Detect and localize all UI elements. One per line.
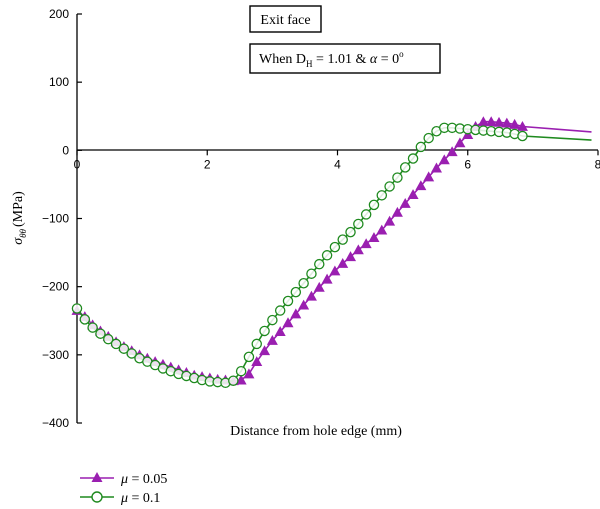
data-point-circle bbox=[126, 348, 137, 359]
data-point-triangle bbox=[516, 120, 528, 131]
data-point-circle bbox=[329, 241, 341, 253]
data-point-triangle bbox=[493, 116, 505, 127]
data-point-triangle bbox=[266, 335, 278, 345]
legend-circle-marker bbox=[91, 491, 103, 503]
data-point-circle bbox=[415, 141, 427, 153]
x-tick-label: 6 bbox=[464, 157, 471, 171]
y-tick-label: 100 bbox=[49, 75, 69, 89]
data-point-circle bbox=[306, 268, 317, 279]
data-point-circle bbox=[423, 132, 434, 144]
data-point-circle bbox=[110, 338, 122, 350]
legend-label-mu-0-05: μ = 0.05 bbox=[120, 472, 167, 487]
data-point-circle bbox=[321, 250, 333, 261]
data-point-triangle bbox=[243, 368, 255, 379]
data-point-circle bbox=[118, 343, 130, 354]
data-point-circle bbox=[353, 218, 364, 230]
data-point-triangle bbox=[376, 224, 388, 235]
legend-label-mu-0-1: μ = 0.1 bbox=[120, 491, 160, 506]
data-point-circle bbox=[399, 162, 411, 173]
data-point-triangle bbox=[345, 251, 357, 262]
x-tick-label: 2 bbox=[204, 157, 211, 171]
data-point-circle bbox=[71, 303, 83, 314]
data-point-triangle bbox=[313, 281, 325, 292]
data-point-triangle bbox=[501, 117, 513, 128]
data-point-triangle bbox=[485, 116, 497, 127]
data-point-circle bbox=[376, 190, 388, 201]
data-point-triangle bbox=[423, 171, 435, 182]
data-point-triangle bbox=[298, 299, 310, 310]
data-point-circle bbox=[235, 365, 247, 377]
data-point-triangle bbox=[509, 118, 521, 129]
data-point-triangle bbox=[282, 317, 294, 328]
y-tick-label: −400 bbox=[42, 416, 69, 430]
data-point-triangle bbox=[446, 146, 458, 157]
data-point-triangle bbox=[399, 198, 411, 208]
legend-item-mu-0-1: μ = 0.1 bbox=[80, 491, 160, 506]
data-point-circle bbox=[251, 338, 262, 350]
annotation-condition: When DH = 1.01 & α = 0o bbox=[249, 43, 441, 74]
data-point-circle bbox=[314, 258, 325, 270]
data-point-circle bbox=[337, 234, 348, 245]
data-point-circle bbox=[345, 226, 356, 238]
x-ticks: 0 2 4 6 8 bbox=[74, 150, 600, 171]
data-point-triangle bbox=[407, 189, 419, 200]
annotation-condition-text: When DH = 1.01 & α = 0o bbox=[259, 49, 404, 69]
data-point-triangle bbox=[337, 257, 349, 268]
data-point-triangle bbox=[430, 162, 442, 173]
legend: μ = 0.05 μ = 0.1 bbox=[80, 472, 167, 506]
data-point-circle bbox=[228, 375, 239, 386]
data-point-triangle bbox=[477, 116, 489, 127]
data-point-triangle bbox=[368, 232, 380, 242]
data-point-circle bbox=[267, 314, 278, 326]
legend-item-mu-0-05: μ = 0.05 bbox=[80, 472, 167, 487]
data-point-circle bbox=[517, 130, 528, 142]
data-point-circle bbox=[298, 278, 309, 289]
data-point-circle bbox=[360, 209, 372, 220]
data-point-triangle bbox=[251, 356, 263, 367]
y-tick-label: 0 bbox=[62, 143, 69, 157]
data-point-circle bbox=[259, 325, 270, 337]
data-point-triangle bbox=[415, 180, 427, 191]
y-ticks: 200 100 0 −100 −200 −300 −400 bbox=[42, 7, 82, 430]
legend-triangle-marker bbox=[91, 472, 103, 482]
data-point-triangle bbox=[305, 290, 317, 301]
data-point-triangle bbox=[274, 326, 286, 337]
x-tick-label: 0 bbox=[74, 157, 81, 171]
data-point-triangle bbox=[290, 308, 302, 319]
data-point-triangle bbox=[259, 345, 271, 356]
data-point-triangle bbox=[329, 265, 341, 276]
x-axis-title: Distance from hole edge (mm) bbox=[230, 424, 402, 439]
data-point-circle bbox=[87, 322, 98, 333]
x-tick-label: 8 bbox=[595, 157, 600, 171]
data-point-circle bbox=[290, 286, 302, 298]
data-point-triangle bbox=[352, 244, 364, 255]
data-point-circle bbox=[274, 305, 286, 316]
annotation-exit-face: Exit face bbox=[249, 5, 322, 33]
data-point-circle bbox=[282, 295, 294, 307]
data-point-triangle bbox=[391, 206, 403, 217]
series-layer bbox=[71, 116, 592, 389]
data-point-circle bbox=[384, 181, 395, 192]
y-tick-label: −300 bbox=[42, 348, 69, 362]
data-point-circle bbox=[368, 199, 380, 211]
y-axis-title: σθθ(MPa) bbox=[11, 191, 28, 245]
data-point-circle bbox=[407, 153, 419, 164]
data-point-triangle bbox=[321, 273, 333, 284]
data-point-triangle bbox=[360, 238, 372, 249]
data-point-circle bbox=[392, 172, 403, 183]
y-tick-label: −100 bbox=[42, 212, 69, 226]
y-tick-label: −200 bbox=[42, 280, 69, 294]
data-point-triangle bbox=[384, 215, 396, 226]
data-point-triangle bbox=[438, 154, 450, 165]
data-point-circle bbox=[95, 328, 106, 339]
x-tick-label: 4 bbox=[334, 157, 341, 171]
data-point-triangle bbox=[454, 137, 466, 148]
data-point-circle bbox=[79, 314, 91, 325]
series-mu-0-1 bbox=[71, 122, 592, 389]
annotation-exit-face-text: Exit face bbox=[260, 13, 310, 28]
y-tick-label: 200 bbox=[49, 7, 69, 21]
data-point-circle bbox=[243, 351, 255, 363]
data-point-circle bbox=[103, 333, 114, 345]
